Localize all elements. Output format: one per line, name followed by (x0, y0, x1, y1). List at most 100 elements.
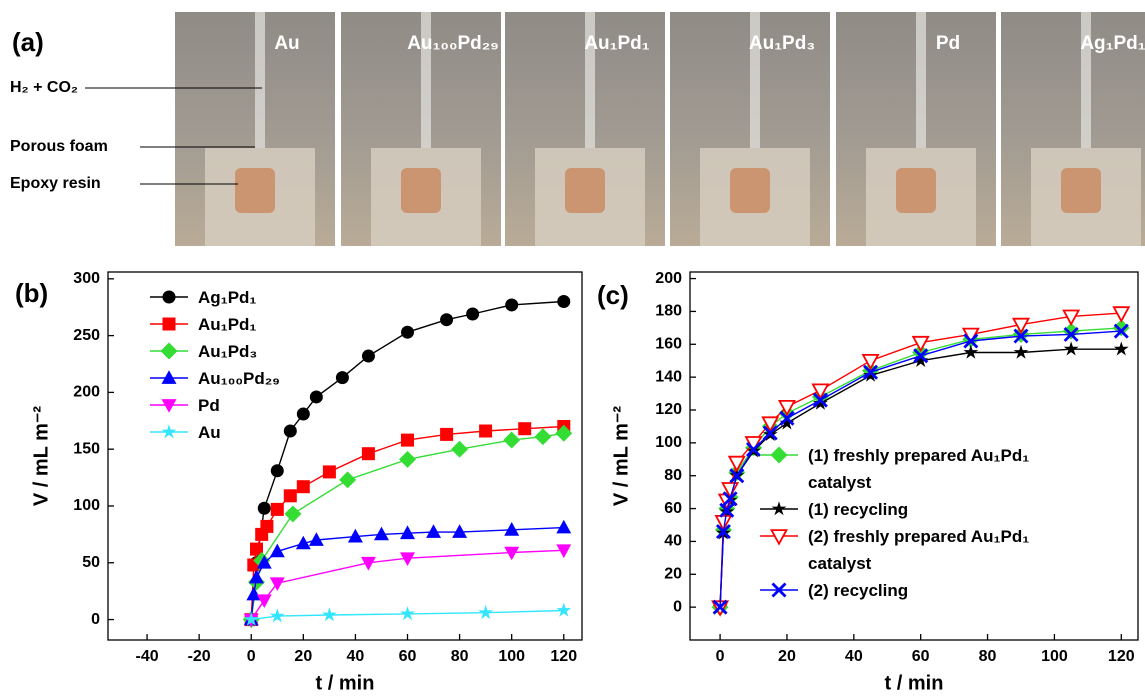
x-tick-label: 0 (247, 648, 256, 665)
data-point (1064, 341, 1079, 355)
annotation: H₂ + CO₂ (10, 79, 78, 96)
x-tick-label: 20 (294, 648, 312, 665)
legend-swatch (148, 422, 190, 442)
data-point (556, 603, 571, 617)
coil (565, 168, 605, 213)
y-tick-label: 120 (655, 401, 682, 418)
data-point (556, 544, 571, 558)
y-tick-label: 160 (655, 336, 682, 353)
data-point (297, 480, 310, 493)
legend-marker (161, 343, 178, 360)
legend-entry: Au (148, 419, 478, 446)
x-tick-label: 40 (347, 648, 365, 665)
y-tick-label: 200 (655, 270, 682, 287)
legend-swatch (758, 526, 800, 546)
legend-marker (162, 424, 177, 438)
legend-swatch (758, 445, 800, 465)
legend-entry: (1) freshly prepared Au₁Pd₁ catalyst (758, 442, 1058, 496)
gas-plume (255, 12, 265, 148)
legend-label: Au₁₀₀Pd₂₉ (198, 365, 280, 392)
photo-label: Pd (936, 33, 960, 54)
legend-swatch (148, 368, 190, 388)
x-tick-label: 60 (399, 648, 417, 665)
legend-marker (772, 530, 787, 544)
legend-marker (771, 447, 788, 464)
legend-entry: (2) freshly prepared Au₁Pd₁ catalyst (758, 523, 1058, 577)
photo-label: Au₁₀₀Pd₂₉ (407, 33, 499, 54)
data-point (426, 524, 441, 538)
data-point (535, 428, 552, 445)
y-tick-label: 300 (73, 270, 100, 287)
legend-swatch (148, 341, 190, 361)
y-tick-label: 80 (664, 467, 682, 484)
photo-label: Au (274, 33, 299, 54)
data-point (557, 295, 570, 308)
legend-marker (163, 318, 176, 331)
legend-label: (2) recycling (808, 577, 908, 604)
data-point (271, 503, 284, 516)
y-tick-label: 180 (655, 303, 682, 320)
series-line (251, 528, 564, 620)
y-tick-label: 250 (73, 327, 100, 344)
y-tick-label: 200 (73, 384, 100, 401)
y-tick-label: 20 (664, 566, 682, 583)
data-point (258, 502, 271, 515)
legend-entry: Au₁₀₀Pd₂₉ (148, 365, 478, 392)
data-point (374, 527, 389, 541)
data-point (362, 447, 375, 460)
legend-label: (1) recycling (808, 496, 908, 523)
legend-entry: Au₁Pd₁ (148, 311, 478, 338)
legend-swatch (148, 287, 190, 307)
coil (730, 168, 770, 213)
legend: (1) freshly prepared Au₁Pd₁ catalyst(1) … (758, 442, 1058, 604)
y-tick-label: 40 (664, 533, 682, 550)
data-point (400, 525, 415, 539)
coil (896, 168, 936, 213)
y-tick-label: 0 (673, 598, 682, 615)
data-point (505, 298, 518, 311)
photo-label: Au₁Pd₃ (749, 33, 815, 54)
y-tick-label: 140 (655, 368, 682, 385)
x-tick-label: 0 (716, 648, 725, 665)
x-tick-label: -40 (136, 648, 159, 665)
data-point (284, 489, 297, 502)
x-tick-label: 40 (845, 648, 863, 665)
x-tick-label: -20 (188, 648, 211, 665)
legend-entry: (1) recycling (758, 496, 1058, 523)
coil (1061, 168, 1101, 213)
data-point (249, 570, 264, 584)
panel-label: (a) (12, 27, 44, 57)
legend-label: (2) freshly prepared Au₁Pd₁ catalyst (808, 523, 1058, 577)
annotation: Porous foam (10, 138, 108, 155)
data-point (271, 464, 284, 477)
legend-label: Ag₁Pd₁ (198, 284, 256, 311)
x-axis-label: t / min (885, 672, 944, 694)
legend-swatch (758, 580, 800, 600)
y-axis-label: V / mL m⁻² (30, 406, 52, 507)
y-tick-label: 150 (73, 440, 100, 457)
y-tick-label: 100 (73, 497, 100, 514)
panel-label: (c) (597, 280, 629, 310)
x-tick-label: 100 (498, 648, 525, 665)
x-tick-label: 60 (912, 648, 930, 665)
legend-swatch (758, 499, 800, 519)
x-tick-label: 20 (778, 648, 796, 665)
x-tick-label: 80 (979, 648, 997, 665)
x-tick-label: 80 (451, 648, 469, 665)
data-point (913, 337, 928, 351)
coil (401, 168, 441, 213)
legend-label: Pd (198, 392, 220, 419)
data-point (323, 465, 336, 478)
data-point (556, 520, 571, 534)
data-point (257, 594, 272, 608)
figure: (a) Au Au₁₀₀Pd₂₉ Au₁Pd₁ Au₁Pd₃ Pd Ag₁Pd₁ H₂ + … (0, 0, 1145, 698)
legend-entry: Ag₁Pd₁ (148, 284, 478, 311)
data-point (518, 422, 531, 435)
legend-label: Au (198, 419, 221, 446)
gas-plume (916, 12, 926, 148)
photo-label: Au₁Pd₁ (584, 33, 649, 54)
data-point (452, 524, 467, 538)
y-axis-label: V / mL m⁻² (610, 406, 632, 507)
legend-marker (163, 291, 176, 304)
legend-marker (162, 370, 177, 384)
